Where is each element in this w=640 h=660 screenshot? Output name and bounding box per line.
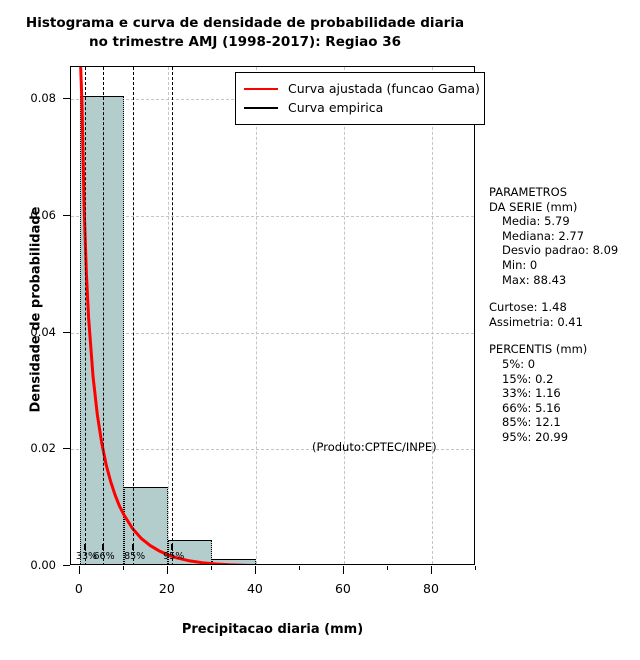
x-tick-mark (78, 566, 80, 574)
y-tick-mark (63, 565, 70, 566)
legend-item: Curva empirica (244, 98, 476, 117)
gridline-horizontal (71, 215, 474, 217)
stats-line: Media: 5.79 (502, 214, 570, 229)
chart-legend: Curva ajustada (funcao Gama) Curva empiri… (235, 72, 485, 125)
stats-line: Mediana: 2.77 (502, 228, 585, 243)
stats-line: PARAMETROS (489, 185, 568, 199)
stats-line: Desvio padrao: 8.09 (502, 243, 619, 258)
y-tick-label: 0.02 (30, 441, 56, 456)
plot-area: 33% 66% 85% 95% (70, 66, 475, 565)
empirical-curve-segment (79, 96, 124, 98)
x-axis-label: Precipitacao diaria (mm) (181, 622, 364, 637)
percentile-label: 66% (93, 551, 115, 562)
fitted-gamma-curve (79, 67, 256, 564)
percentile-label: 33% (75, 551, 98, 562)
x-minor-tick (475, 566, 476, 570)
y-tick-mark (63, 98, 70, 100)
x-tick-mark (430, 566, 432, 574)
empirical-curve-segment (211, 558, 256, 560)
stats-spacer (489, 287, 639, 300)
gridline-vertical (431, 67, 433, 564)
x-minor-tick (298, 566, 300, 570)
legend-color-swatch (244, 106, 278, 109)
stats-line: Min: 0 (502, 257, 538, 272)
gridline-vertical (343, 67, 345, 564)
stats-line: Assimetria: 0.41 (489, 314, 583, 329)
gridline-vertical (167, 67, 169, 564)
x-tick-mark (166, 566, 168, 574)
y-tick-label: 0.04 (30, 324, 56, 339)
histogram-bar (79, 96, 124, 564)
product-credit: (Produto:CPTEC/INPE) (312, 440, 437, 454)
y-tick-mark (63, 448, 70, 450)
stats-line: 66%: 5.16 (502, 400, 561, 415)
x-minor-tick (122, 566, 124, 570)
stats-line: Curtose: 1.48 (489, 300, 567, 315)
legend-label: Curva ajustada (funcao Gama) (288, 81, 480, 96)
percentile-tick (132, 544, 135, 550)
percentile-line (133, 67, 135, 564)
stats-spacer (489, 329, 639, 342)
x-tick-label: 0 (74, 581, 83, 596)
y-tick-label: 0.08 (30, 91, 56, 106)
y-axis-label: Densidade de probabilidade (28, 206, 44, 413)
empirical-curve-segment (167, 539, 212, 541)
percentile-line (102, 67, 104, 564)
y-tick-label: 0.06 (30, 207, 56, 222)
gridline-horizontal (71, 332, 474, 334)
empirical-curve-segment (123, 487, 168, 489)
percentile-tick (83, 544, 86, 550)
stats-line: 15%: 0.2 (502, 371, 554, 386)
y-tick-mark (63, 331, 70, 333)
percentile-label: 85% (124, 551, 146, 562)
y-tick-label: 0.00 (30, 558, 56, 572)
gridline-vertical (255, 67, 257, 564)
percentile-tick (101, 544, 104, 550)
legend-item: Curva ajustada (funcao Gama) (244, 79, 480, 98)
statistics-panel: PARAMETROS DA SERIE (mm) Media: 5.79 Median… (489, 185, 639, 445)
percentile-line (172, 67, 174, 564)
percentile-label: 95% (163, 551, 185, 562)
percentile-line (84, 67, 86, 564)
plot-inner: 33% 66% 85% 95% (71, 67, 474, 564)
legend-color-swatch (244, 87, 278, 90)
stats-line: PERCENTIS (mm) (489, 342, 588, 357)
x-tick-mark (254, 566, 256, 574)
stats-line: 95%: 20.99 (502, 429, 569, 444)
y-tick-mark (63, 214, 70, 216)
x-minor-tick (210, 566, 212, 570)
stats-line: 5%: 0 (502, 356, 536, 371)
x-tick-label: 60 (334, 581, 351, 596)
x-tick-label: 20 (158, 581, 175, 596)
stats-line: 85%: 12.1 (502, 415, 561, 430)
x-tick-label: 40 (246, 581, 263, 596)
x-tick-label: 80 (423, 581, 439, 596)
gridline-horizontal (71, 449, 474, 451)
page-title: Histograma e curva de densidade de proba… (25, 15, 465, 50)
x-minor-tick (386, 566, 388, 570)
stats-line: 33%: 1.16 (502, 386, 561, 401)
percentile-tick (171, 544, 174, 550)
stats-line: Max: 88.43 (502, 272, 567, 287)
stats-line: DA SERIE (mm) (489, 199, 578, 214)
x-tick-mark (342, 566, 344, 574)
legend-label: Curva empirica (288, 100, 384, 115)
